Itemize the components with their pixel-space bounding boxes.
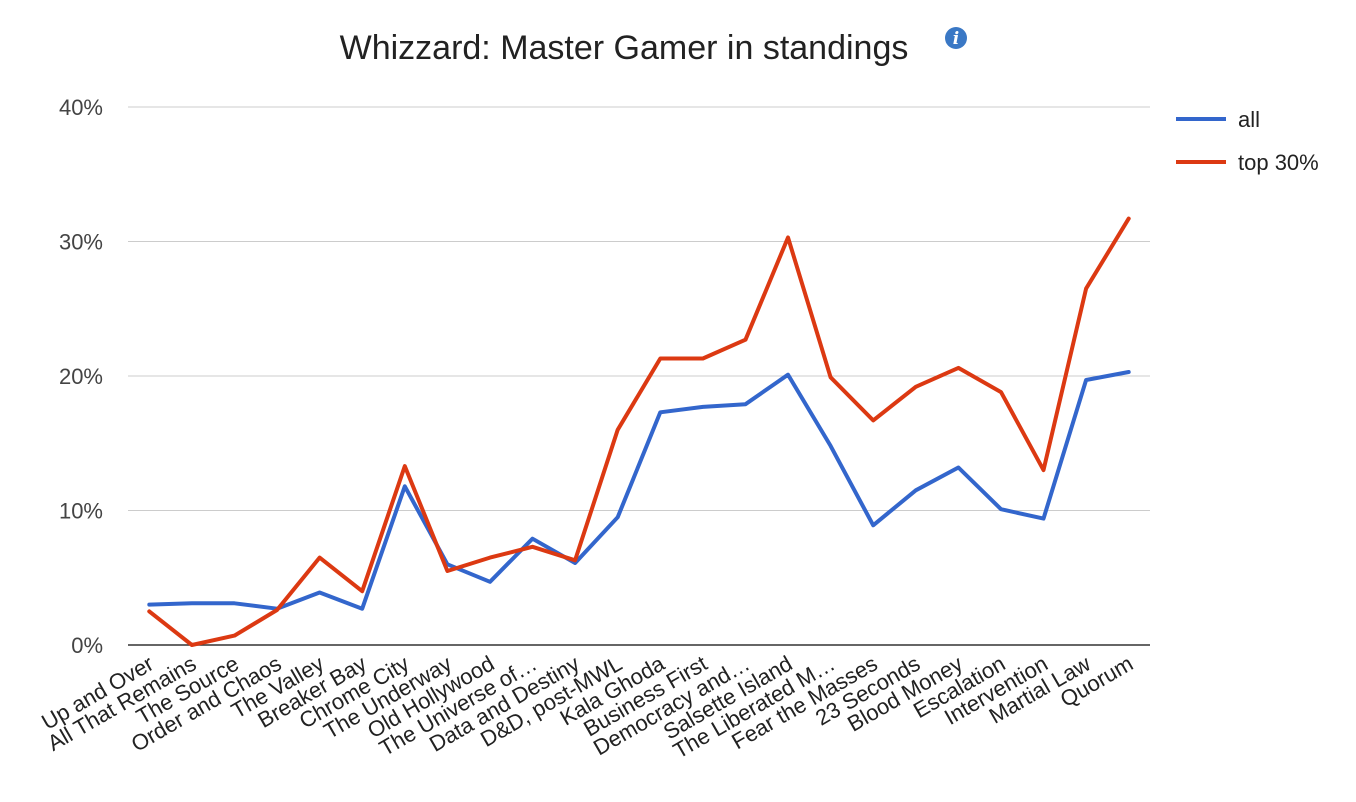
data-point[interactable] [318, 591, 322, 595]
data-point[interactable] [786, 373, 790, 377]
data-point[interactable] [999, 507, 1003, 511]
data-point[interactable] [871, 523, 875, 527]
data-point[interactable] [956, 465, 960, 469]
data-point[interactable] [190, 643, 194, 647]
info-icon-circle[interactable] [945, 27, 967, 49]
data-point[interactable] [275, 608, 279, 612]
data-point[interactable] [147, 609, 151, 613]
data-point[interactable] [743, 402, 747, 406]
data-point[interactable] [914, 385, 918, 389]
legend-label: all [1238, 107, 1260, 132]
data-point[interactable] [573, 558, 577, 562]
legend: all top 30% [1176, 107, 1319, 175]
data-point[interactable] [147, 603, 151, 607]
data-point[interactable] [616, 515, 620, 519]
data-point[interactable] [488, 556, 492, 560]
data-point[interactable] [1127, 370, 1131, 374]
data-point[interactable] [531, 537, 535, 541]
gridlines [128, 106, 1150, 646]
y-axis: 0% 10% 20% 30% 40% [59, 95, 103, 658]
series-line-0 [147, 370, 1131, 611]
data-point[interactable] [829, 375, 833, 379]
data-point[interactable] [999, 390, 1003, 394]
data-point[interactable] [445, 569, 449, 573]
data-point[interactable] [1042, 468, 1046, 472]
chart-title: Whizzard: Master Gamer in standings [340, 29, 909, 67]
data-point[interactable] [403, 484, 407, 488]
data-point[interactable] [616, 428, 620, 432]
data-point[interactable] [531, 545, 535, 549]
data-point[interactable] [658, 357, 662, 361]
data-point[interactable] [360, 607, 364, 611]
y-tick-label: 0% [71, 633, 103, 658]
data-point[interactable] [871, 418, 875, 422]
data-point[interactable] [1127, 217, 1131, 221]
data-point[interactable] [232, 601, 236, 605]
data-point[interactable] [658, 410, 662, 414]
data-point[interactable] [1084, 287, 1088, 291]
data-point[interactable] [360, 589, 364, 593]
data-point[interactable] [701, 405, 705, 409]
data-point[interactable] [403, 464, 407, 468]
data-point[interactable] [488, 580, 492, 584]
y-tick-label: 20% [59, 364, 103, 389]
data-point[interactable] [318, 556, 322, 560]
data-point[interactable] [1042, 517, 1046, 521]
data-point[interactable] [232, 634, 236, 638]
data-point[interactable] [701, 357, 705, 361]
data-point[interactable] [190, 601, 194, 605]
series-line-1 [147, 216, 1131, 647]
data-point[interactable] [829, 444, 833, 448]
data-point[interactable] [786, 235, 790, 239]
y-tick-label: 30% [59, 230, 103, 255]
legend-label: top 30% [1238, 150, 1319, 175]
y-tick-label: 40% [59, 95, 103, 120]
data-point[interactable] [1084, 378, 1088, 382]
y-tick-label: 10% [59, 499, 103, 524]
info-icon[interactable]: i [945, 27, 967, 49]
data-point[interactable] [914, 488, 918, 492]
plot-area [147, 216, 1131, 647]
data-point[interactable] [743, 338, 747, 342]
info-icon-glyph[interactable]: i [953, 29, 959, 49]
data-point[interactable] [956, 366, 960, 370]
